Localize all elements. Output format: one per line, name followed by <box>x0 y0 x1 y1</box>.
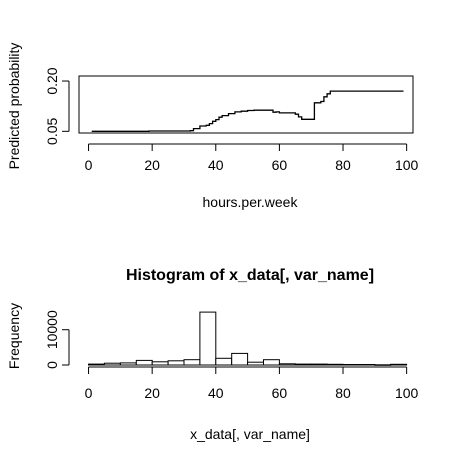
top-y-tick-label: 0.05 <box>44 117 60 144</box>
histogram-bar <box>247 361 265 366</box>
histogram-bar <box>88 363 105 366</box>
histogram-bar <box>263 359 280 366</box>
histogram-bar <box>231 352 249 366</box>
histogram-bar <box>294 363 312 366</box>
histogram-x-tick-label: 0 <box>85 385 93 401</box>
top-plot-box <box>78 75 414 134</box>
top-x-tick-label: 20 <box>144 157 160 173</box>
histogram-y-axis: 0 10000 <box>44 310 70 369</box>
top-x-tick-label: 40 <box>208 157 224 173</box>
top-y-axis-label: Predicted probability <box>6 43 22 170</box>
histogram-bar <box>183 359 201 366</box>
histogram-bar <box>342 364 360 366</box>
histogram-x-axis: 0 20 40 60 80 100 <box>85 366 419 401</box>
histogram-title: Histogram of x_data[, var_name] <box>126 267 374 284</box>
histogram-x-axis-label: x_data[, var_name] <box>190 426 310 442</box>
histogram-bar <box>390 363 408 366</box>
histogram-chart: Histogram of x_data[, var_name] 0 20 40 60 8… <box>6 267 419 442</box>
histogram-bar <box>310 363 328 366</box>
histogram-bar <box>278 363 296 366</box>
histogram-x-tick-label: 100 <box>395 385 419 401</box>
top-x-axis-label: hours.per.week <box>203 194 299 210</box>
histogram-bar <box>119 362 137 366</box>
top-x-tick-label: 0 <box>85 157 93 173</box>
histogram-y-tick-label: 10000 <box>44 310 60 349</box>
histogram-y-axis-label: Frequency <box>6 303 22 369</box>
histogram-x-tick-label: 20 <box>144 385 160 401</box>
histogram-y-tick-label: 0 <box>44 361 60 369</box>
histogram-x-tick-label: 80 <box>335 385 351 401</box>
top-x-axis: 0 20 40 60 80 100 <box>85 143 419 173</box>
histogram-bar <box>151 361 169 366</box>
predicted-probability-line <box>91 90 404 132</box>
top-x-tick-label: 100 <box>395 157 419 173</box>
histogram-bar <box>326 363 344 366</box>
histogram-x-tick-label: 60 <box>272 385 288 401</box>
histogram-x-tick-label: 40 <box>208 385 224 401</box>
histogram-bar <box>199 311 217 366</box>
histogram-bar <box>135 359 153 366</box>
histogram-bar <box>374 364 392 366</box>
top-x-tick-label: 80 <box>335 157 351 173</box>
histogram-bar <box>358 364 376 366</box>
top-x-tick-label: 60 <box>272 157 288 173</box>
top-y-tick-label: 0.20 <box>44 67 60 94</box>
histogram-bar <box>215 357 233 366</box>
predicted-probability-chart: 0 20 40 60 80 100 0.05 0.20 hours.per.week Pre… <box>6 43 419 210</box>
top-y-axis: 0.05 0.20 <box>44 67 70 145</box>
histogram-bar <box>167 360 185 366</box>
histogram-bar <box>103 362 121 366</box>
histogram-bars <box>88 311 408 366</box>
